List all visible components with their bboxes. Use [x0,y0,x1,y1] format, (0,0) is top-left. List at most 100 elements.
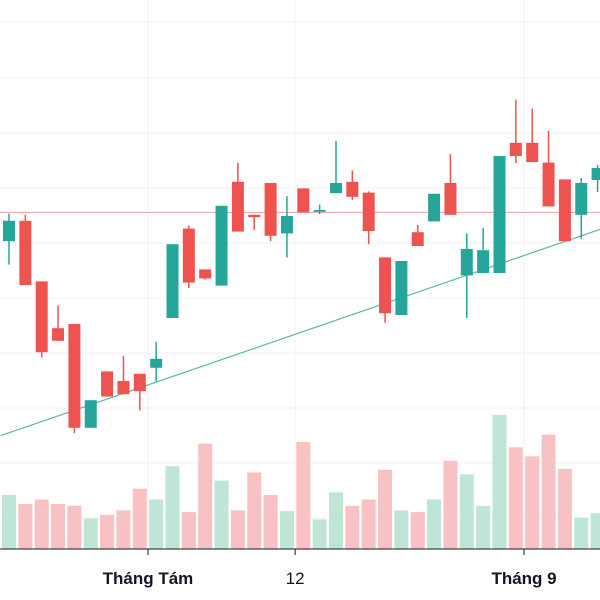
candle-body [493,156,506,273]
candle [101,371,114,397]
candle [150,342,163,382]
candle [280,196,293,258]
candle-body [542,162,555,207]
volume-bar [427,499,442,549]
candle-body [166,244,179,318]
candle [313,204,326,215]
volume-bar [34,499,49,549]
candle [215,205,228,286]
volume-bar [361,499,376,549]
volume-bar [574,517,589,549]
candle [411,225,424,246]
candle-body [330,183,342,194]
volume-bar [410,512,425,549]
volume-bar [230,510,245,549]
volume-bar [247,472,262,549]
candle-body [117,381,130,395]
candle-body [215,205,228,286]
volume-bar [508,447,523,549]
candle-body [509,142,522,156]
candle-body [150,358,163,368]
candle-body [395,261,408,315]
candle-body [575,183,588,215]
candle [264,183,277,242]
volume-bar [312,519,327,549]
candle-body [35,281,48,353]
volume-bar [132,488,147,549]
volume-bar [149,499,164,549]
candle-body [280,216,293,234]
candle [477,228,490,273]
candle-body [460,249,473,276]
x-axis-ticks: Tháng Tám 12 Tháng 9 [103,549,557,588]
volume-bar [590,513,600,549]
candle [35,281,48,358]
volume-bar [394,510,409,549]
candles [3,99,600,434]
volume-bar [296,441,311,549]
candle-body [19,220,32,285]
candle [84,400,97,428]
candle-body [182,228,195,283]
volume-bar [165,466,180,549]
volume-bar [67,505,82,549]
candle [395,261,408,315]
volume-bar [345,505,360,549]
candle-body [3,220,15,242]
candle [52,305,65,341]
candle [182,225,195,288]
candle [460,233,473,318]
candle-body [313,210,326,212]
candle-body [133,373,146,392]
candle [117,355,130,395]
x-tick-label: Tháng Tám [103,569,194,588]
candle-body [526,142,539,162]
candle [493,156,506,273]
candle-body [428,193,441,222]
candle-body [362,192,375,231]
volume-bar [443,460,458,549]
candle [509,99,522,164]
candle [330,141,342,194]
candle [199,269,212,280]
candle-body [101,371,114,397]
candle [231,162,244,232]
volume-bar [181,512,196,549]
candle [133,373,146,411]
volume-bar [541,434,556,549]
candle [558,179,571,242]
volume-bar [476,505,491,549]
candle-body [591,168,600,180]
candle [297,188,310,213]
candle [166,244,179,318]
candle-body [84,400,97,428]
x-tick-label: Tháng 9 [491,569,556,588]
candle [3,213,15,265]
volume-bar [492,414,507,549]
candle [248,214,261,230]
volume-bar [279,511,294,549]
volume-bar [83,518,98,549]
candle [362,191,375,245]
candle-body [444,183,457,215]
volume-bar [329,492,343,549]
candle [591,165,600,192]
volume-bar [214,480,229,549]
volume-bar [116,510,131,549]
candle [575,178,588,239]
volume-bar [198,443,213,549]
volume-bar [525,456,540,549]
candle [526,108,539,162]
volume-bar [459,474,474,549]
candle [428,193,441,222]
volume-bar [51,504,66,549]
candle-body [346,181,359,197]
candle-body [52,328,65,341]
candle-body [477,250,490,273]
candle [444,154,457,215]
candle-body [379,257,392,314]
candle-body [68,324,81,428]
candle-body [558,179,571,242]
